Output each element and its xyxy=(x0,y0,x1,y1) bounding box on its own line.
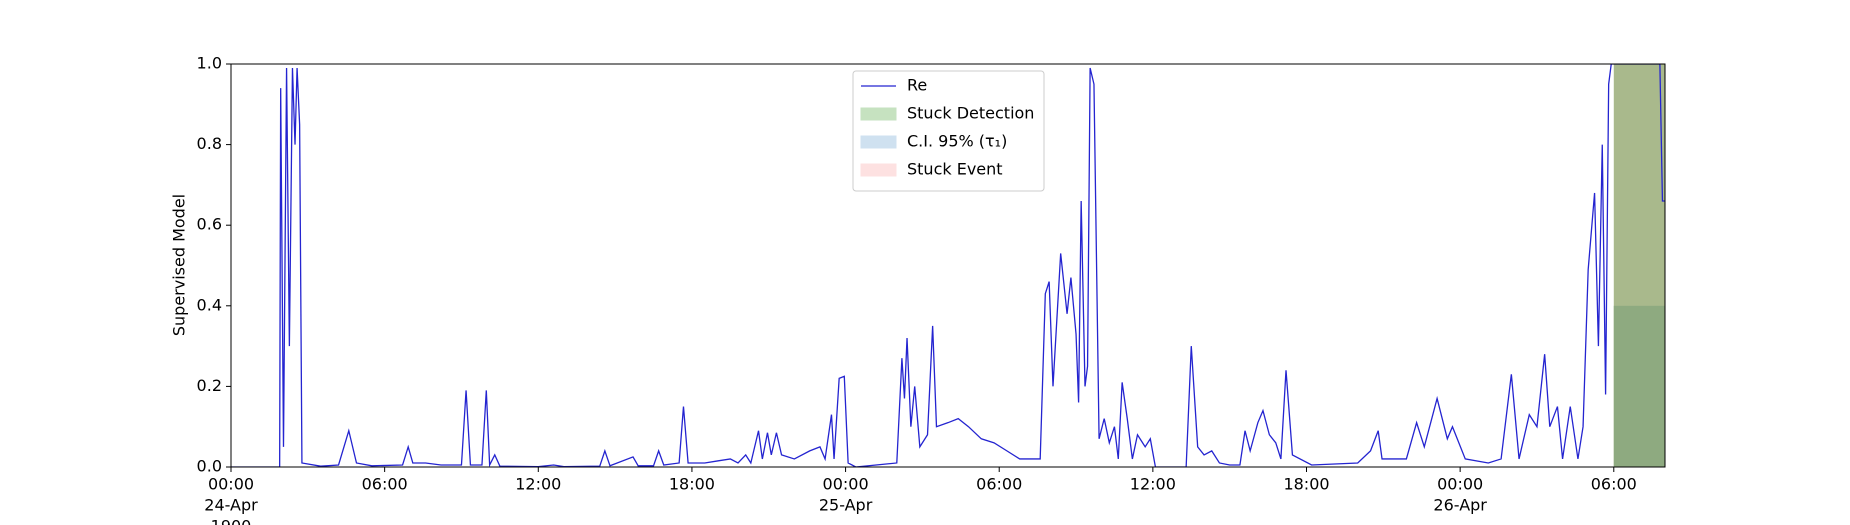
plot-area xyxy=(231,64,1665,467)
x-tick-label: 12:00 xyxy=(515,475,561,494)
y-tick-label: 0.4 xyxy=(197,295,222,314)
x-tick-label: 00:00 xyxy=(823,475,869,494)
x-year-label: 1900 xyxy=(211,517,252,525)
legend-label: Stuck Event xyxy=(907,160,1003,179)
x-tick-label: 00:00 xyxy=(208,475,254,494)
x-tick-label: 00:00 xyxy=(1437,475,1483,494)
x-date-label: 24-Apr xyxy=(204,496,258,515)
x-tick-label: 06:00 xyxy=(1591,475,1637,494)
x-date-label: 26-Apr xyxy=(1433,496,1487,515)
y-tick-label: 0.6 xyxy=(197,215,222,234)
y-tick-label: 1.0 xyxy=(197,54,222,73)
x-tick-label: 06:00 xyxy=(976,475,1022,494)
plot-frame xyxy=(230,63,1666,468)
y-tick-label: 0.2 xyxy=(197,376,222,395)
x-tick-label: 06:00 xyxy=(362,475,408,494)
y-axis-label: Supervised Model xyxy=(170,194,189,336)
y-tick-label: 0.0 xyxy=(197,457,222,476)
legend-patch xyxy=(860,107,897,121)
x-date-label: 25-Apr xyxy=(819,496,873,515)
legend: Re Stuck Detection C.I. 95% (τ₁) Stuck Even… xyxy=(852,70,1045,192)
legend-frame xyxy=(852,70,1045,192)
legend-label: Stuck Detection xyxy=(907,104,1034,123)
x-tick-label: 12:00 xyxy=(1130,475,1176,494)
legend-patch xyxy=(860,163,897,177)
shaded-region xyxy=(1613,305,1665,467)
x-tick-label: 18:00 xyxy=(669,475,715,494)
legend-patch xyxy=(860,135,897,149)
x-tick-label: 18:00 xyxy=(1283,475,1329,494)
legend-label: Re xyxy=(907,76,927,95)
legend-label: C.I. 95% (τ₁) xyxy=(907,132,1007,151)
data-line xyxy=(231,64,1665,467)
y-tick-label: 0.8 xyxy=(197,134,222,153)
